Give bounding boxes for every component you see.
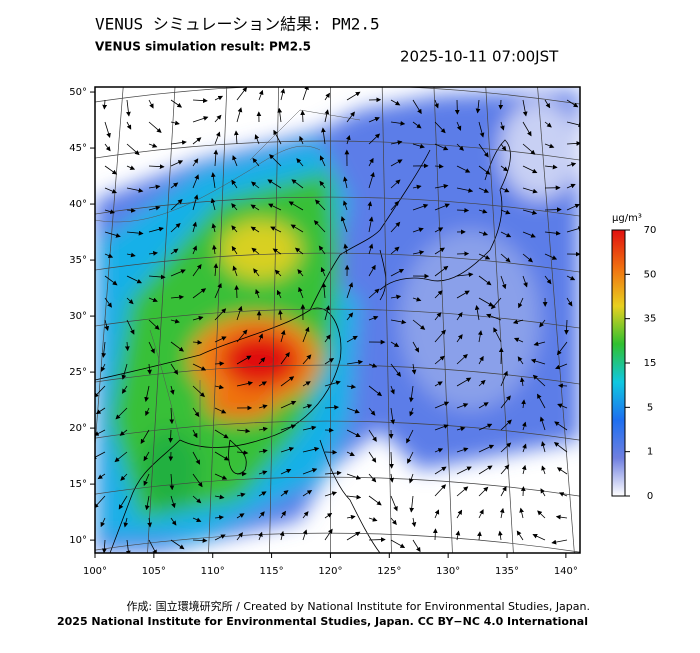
x-tick-label: 135° [495,566,519,577]
colorbar-tick-label: 5 [647,402,653,413]
wind-arrow [302,111,303,122]
y-tick-label: 30° [69,311,87,322]
x-tick-label: 110° [201,566,225,577]
x-tick-label: 130° [436,566,460,577]
y-tick-label: 10° [69,535,87,546]
timestamp: 2025-10-11 07:00JST [400,48,559,66]
x-tick-label: 120° [318,566,342,577]
wind-arrow [435,529,436,540]
x-tick-label: 115° [260,566,284,577]
colorbar-tick-label: 1 [647,447,653,458]
wind-arrow [559,385,567,386]
title-ja: VENUS シミュレーション結果: PM2.5 [95,15,380,34]
y-tick-label: 15° [69,479,87,490]
license: 2025 National Institute for Environmenta… [57,615,588,628]
x-tick-label: 125° [377,566,401,577]
y-tick-label: 35° [69,255,87,266]
y-tick-label: 25° [69,367,87,378]
wind-arrow [236,286,237,298]
map [87,85,583,555]
colorbar-tick-label: 35 [644,314,657,325]
colorbar-tick-label: 50 [644,269,657,280]
title-en: VENUS simulation result: PM2.5 [95,40,311,54]
y-tick-label: 45° [69,143,87,154]
y-tick-label: 20° [69,423,87,434]
x-tick-label: 140° [554,566,578,577]
colorbar-unit: μg/m³ [612,213,642,224]
colorbar-tick-label: 15 [644,358,657,369]
colorbar-tick-label: 70 [644,225,657,236]
x-tick-label: 100° [83,566,107,577]
y-tick-label: 50° [69,87,87,98]
x-tick-label: 105° [142,566,166,577]
colorbar [612,230,625,496]
wind-arrow [457,210,468,211]
colorbar-tick-label: 0 [647,491,653,502]
wind-arrow [369,539,385,540]
y-tick-label: 40° [69,199,87,210]
credit: 作成: 国立環境研究所 / Created by National Instit… [126,599,590,613]
